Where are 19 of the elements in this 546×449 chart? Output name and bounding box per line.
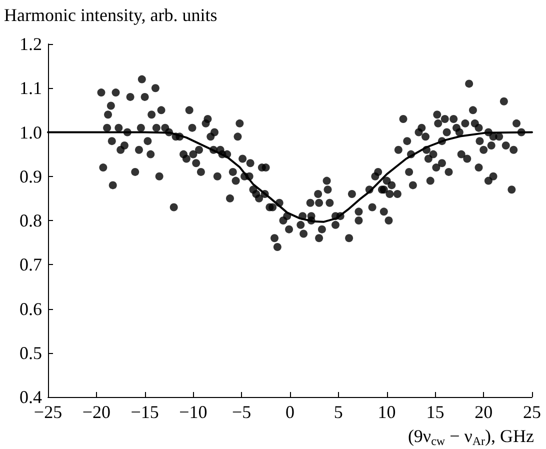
x-tick-label: 5 [334,402,343,422]
y-tick-label: 0.6 [20,298,42,319]
x-tick-label: 20 [474,402,493,422]
x-tick-label: −5 [232,402,252,422]
x-tick-label: −10 [179,402,208,422]
y-tick-label: 0.8 [20,210,42,230]
x-tick-label: −15 [130,402,159,422]
y-tick-label: 1.1 [20,78,42,98]
x-tick-label: −20 [82,402,110,422]
y-tick-label: 1.2 [20,34,42,54]
x-tick-label: 0 [286,402,294,422]
y-axis-title: Harmonic intensity, arb. units [4,5,218,25]
y-tick-label: 0.7 [20,254,42,275]
y-tick-label: 0.5 [20,342,42,363]
x-tick-label: 10 [378,402,396,422]
y-tick-label: 1.0 [20,122,42,142]
x-tick-label: 25 [523,402,541,422]
x-tick-label: 15 [426,402,444,422]
y-tick-label: 0.9 [20,166,42,186]
